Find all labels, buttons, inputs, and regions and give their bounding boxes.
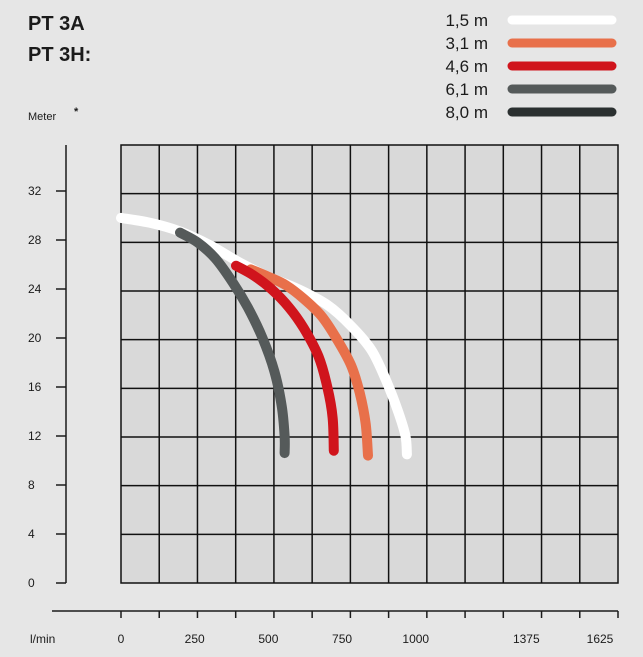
x-tick-label: 1000: [402, 632, 429, 646]
x-tick-label: 500: [258, 632, 278, 646]
x-tick-label: 0: [118, 632, 125, 646]
y-axis-label: Meter: [28, 111, 56, 123]
legend: 1,5 m 3,1 m 4,6 m 6,1 m 8,0 m: [445, 11, 617, 122]
legend-label: 3,1 m: [445, 34, 488, 53]
chart-curves: [116, 212, 412, 461]
x-tick-label: 1375: [513, 632, 540, 646]
x-axis-label: l/min: [30, 632, 55, 646]
y-tick-label: 24: [28, 282, 42, 296]
y-tick-label: 4: [28, 527, 35, 541]
y-tick-label: 16: [28, 380, 42, 394]
y-tick-label: 32: [28, 184, 42, 198]
x-tick-label: 750: [332, 632, 352, 646]
series-curve: [175, 227, 290, 459]
grid-frame: [120, 144, 619, 584]
series-curve: [245, 264, 373, 461]
x-tick-label: 250: [185, 632, 205, 646]
y-tick-label: 12: [28, 429, 42, 443]
legend-label: 6,1 m: [445, 80, 488, 99]
legend-label: 8,0 m: [445, 103, 488, 122]
series-curve: [231, 260, 339, 456]
x-axis-ticks: 0 250 500 750 1000 1375 1625: [118, 611, 619, 646]
chart-title-line-1: PT 3A: [28, 13, 85, 35]
legend-label: 1,5 m: [445, 11, 488, 30]
chart-grid: [120, 144, 619, 584]
legend-label: 4,6 m: [445, 57, 488, 76]
y-tick-label: 20: [28, 331, 42, 345]
y-axis-ticks: 0 4 8 12 16 20 24 28 32: [28, 184, 66, 590]
y-tick-label: 0: [28, 576, 35, 590]
y-axis-label-mark: *: [74, 106, 79, 118]
y-tick-label: 28: [28, 233, 42, 247]
y-tick-label: 8: [28, 478, 35, 492]
chart-title-line-2: PT 3H:: [28, 44, 91, 66]
x-tick-label: 1625: [587, 632, 614, 646]
